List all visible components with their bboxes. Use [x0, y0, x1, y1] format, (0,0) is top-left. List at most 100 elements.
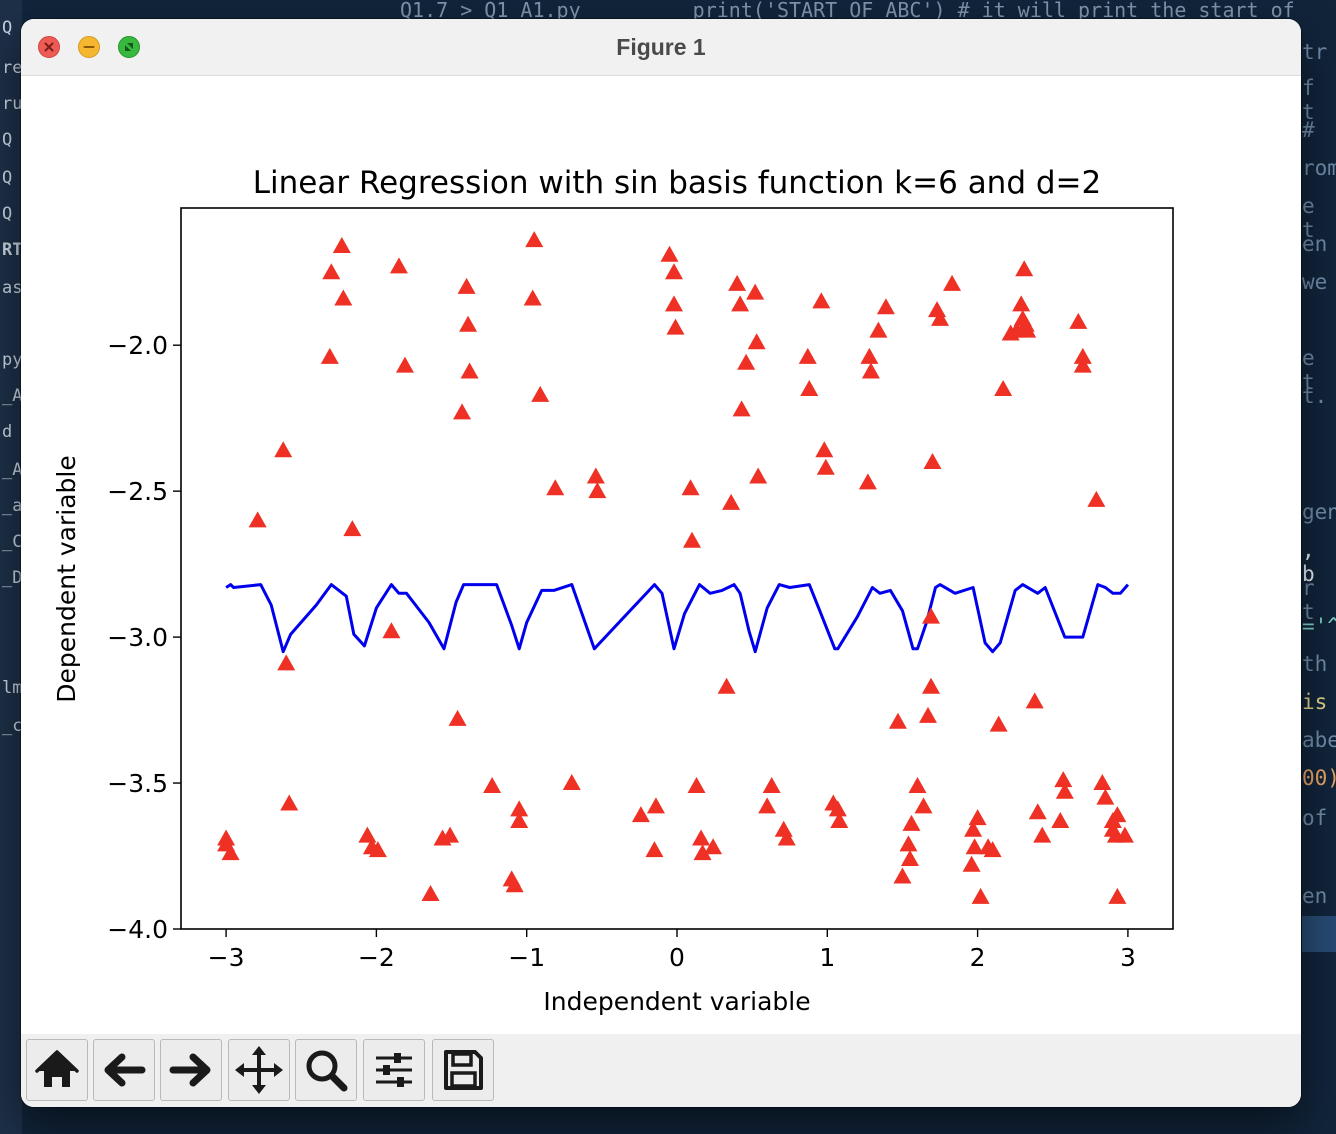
x-tick-label: 2 — [970, 943, 986, 972]
back-button[interactable] — [93, 1039, 155, 1101]
window-titlebar[interactable]: Figure 1 — [21, 19, 1301, 76]
code-fragment: gen — [1302, 500, 1336, 524]
x-tick-label: −2 — [358, 943, 395, 972]
figure-window: Figure 1 Linear Regression with sin basi… — [21, 19, 1301, 1107]
configure-subplots-button[interactable] — [363, 1039, 425, 1101]
data-point-marker — [746, 283, 765, 300]
data-point-marker — [1115, 826, 1134, 843]
sidebar-fragment: Q — [2, 18, 13, 38]
data-point-marker — [747, 333, 766, 350]
code-fragment: we — [1302, 270, 1328, 294]
data-point-marker — [660, 245, 679, 262]
home-button[interactable] — [26, 1039, 88, 1101]
data-point-marker — [704, 838, 723, 855]
code-fragment: f t — [1302, 76, 1315, 124]
data-point-marker — [858, 473, 877, 490]
sliders-icon — [376, 1053, 412, 1087]
plot-canvas[interactable]: Linear Regression with sin basis functio… — [21, 76, 1301, 1034]
magnifier-icon — [306, 1050, 348, 1092]
sidebar-fragment: Q — [2, 168, 13, 188]
data-point-marker — [749, 467, 768, 484]
code-fragment: en — [1302, 884, 1328, 908]
save-button[interactable] — [432, 1039, 494, 1101]
data-point-marker — [717, 677, 736, 694]
y-tick-label: −3.0 — [107, 623, 168, 652]
zoom-window-button[interactable] — [118, 36, 140, 58]
y-tick-label: −3.5 — [107, 769, 168, 798]
data-point-marker — [1051, 811, 1070, 828]
home-icon — [35, 1050, 79, 1087]
sidebar-fragment: lm — [2, 678, 23, 698]
data-point-marker — [546, 479, 565, 496]
data-point-marker — [1025, 692, 1044, 709]
chart-svg: Linear Regression with sin basis functio… — [52, 165, 1174, 1016]
data-point-marker — [441, 826, 460, 843]
data-point-marker — [777, 829, 796, 846]
data-point-marker — [421, 884, 440, 901]
minimize-window-button[interactable] — [78, 36, 100, 58]
code-fragment: r t — [1302, 576, 1315, 624]
sidebar-fragment: _C — [2, 532, 23, 552]
sidebar-fragment: _a — [2, 496, 23, 516]
data-point-marker — [483, 776, 502, 793]
fullscreen-icon — [125, 43, 133, 51]
x-tick-label: 3 — [1120, 943, 1136, 972]
data-point-marker — [989, 715, 1008, 732]
minimize-icon — [83, 46, 95, 48]
code-fragment: e t — [1302, 346, 1315, 394]
data-point-marker — [562, 774, 581, 791]
data-point-marker — [928, 301, 947, 318]
chart-title: Linear Regression with sin basis functio… — [253, 165, 1102, 201]
data-point-marker — [453, 403, 472, 420]
data-point-marker — [876, 298, 895, 315]
sidebar-fragment: _A — [2, 386, 23, 406]
data-point-marker — [900, 849, 919, 866]
data-point-marker — [798, 347, 817, 364]
data-point-marker — [248, 511, 267, 528]
data-point-marker — [1055, 782, 1074, 799]
data-point-marker — [830, 811, 849, 828]
code-fragment: tr — [1302, 40, 1328, 64]
data-point-marker — [274, 441, 293, 458]
data-point-marker — [586, 467, 605, 484]
sidebar-fragment: Q — [2, 204, 13, 224]
data-point-marker — [683, 531, 702, 548]
y-tick-label: −2.5 — [107, 477, 168, 506]
floppy-disk-icon — [444, 1050, 483, 1090]
x-axis-label: Independent variable — [543, 987, 810, 1016]
sidebar-fragment: d — [2, 422, 13, 442]
data-point-marker — [664, 295, 683, 312]
sidebar-fragment: py — [2, 350, 23, 370]
data-point-marker — [343, 520, 362, 537]
data-point-marker — [888, 712, 907, 729]
data-point-marker — [860, 347, 879, 364]
data-point-marker — [645, 841, 664, 858]
sidebar-fragment: _A — [2, 460, 23, 480]
code-fragment: rom — [1302, 156, 1336, 180]
zoom-button[interactable] — [295, 1039, 357, 1101]
pan-button[interactable] — [228, 1039, 290, 1101]
data-point-marker — [692, 829, 711, 846]
editor-top-code-line: Q1.7 > Q1_A1.py print('START OF ABC') # … — [370, 0, 1336, 20]
data-point-marker — [922, 677, 941, 694]
data-point-marker — [861, 362, 880, 379]
x-tick-label: 1 — [819, 943, 835, 972]
data-point-marker — [1108, 887, 1127, 904]
code-fragment: , b — [1302, 538, 1315, 586]
data-point-marker — [395, 356, 414, 373]
data-point-marker — [774, 820, 793, 837]
forward-button[interactable] — [160, 1039, 222, 1101]
data-point-marker — [983, 841, 1002, 858]
data-point-marker — [815, 441, 834, 458]
data-point-marker — [732, 400, 751, 417]
data-point-marker — [510, 811, 529, 828]
x-tick-label: 0 — [669, 943, 685, 972]
data-point-marker — [505, 876, 524, 893]
close-window-button[interactable] — [38, 36, 60, 58]
data-point-marker — [994, 379, 1013, 396]
data-point-marker — [525, 231, 544, 248]
data-point-marker — [448, 709, 467, 726]
data-point-marker — [459, 315, 478, 332]
data-point-marker — [971, 887, 990, 904]
data-point-marker — [389, 257, 408, 274]
